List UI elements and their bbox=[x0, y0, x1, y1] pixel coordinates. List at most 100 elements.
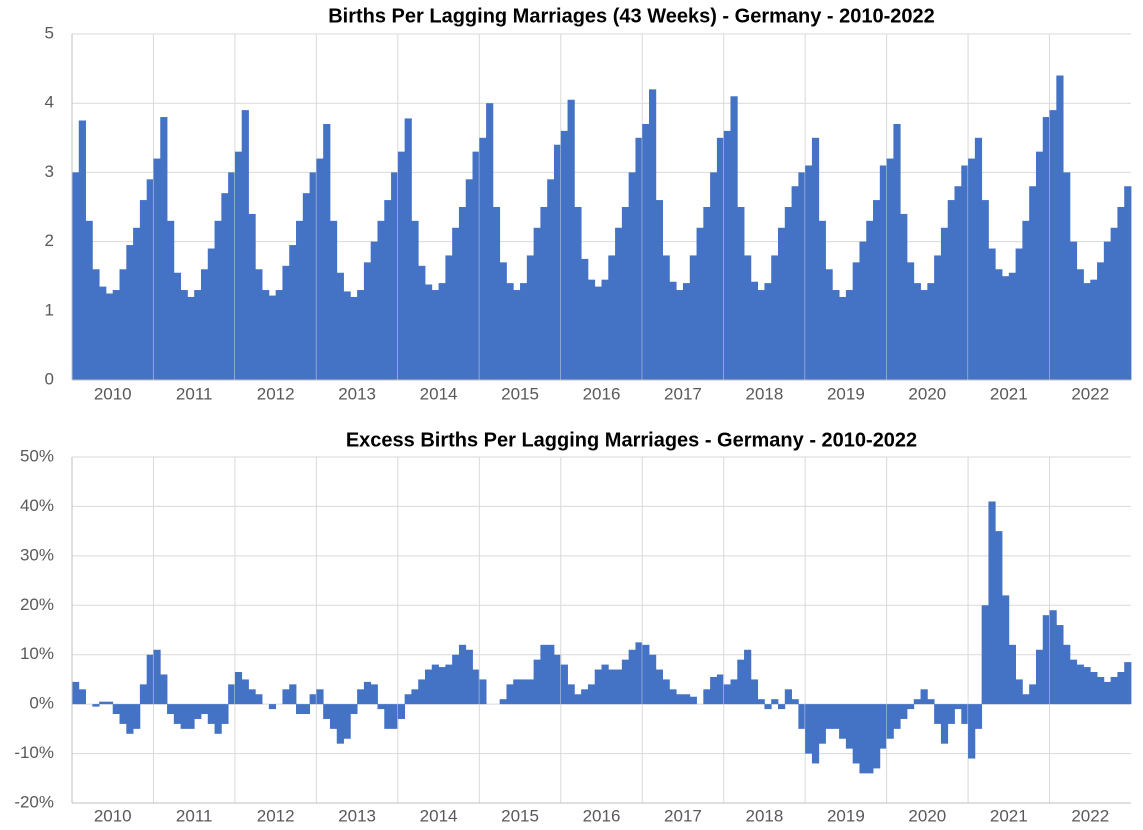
bar bbox=[234, 672, 243, 705]
bar bbox=[560, 130, 568, 380]
bar bbox=[1008, 272, 1016, 380]
bar bbox=[676, 694, 684, 705]
bar bbox=[194, 704, 202, 719]
bar bbox=[329, 220, 338, 380]
bar bbox=[1076, 664, 1084, 705]
bar bbox=[818, 220, 826, 380]
bar bbox=[499, 262, 507, 380]
bar bbox=[934, 704, 942, 724]
bar bbox=[879, 165, 888, 380]
bar bbox=[927, 283, 935, 380]
bar bbox=[540, 644, 548, 705]
bar bbox=[241, 110, 249, 381]
bar bbox=[200, 269, 209, 380]
bar bbox=[425, 284, 433, 380]
bar bbox=[112, 290, 120, 380]
x-tick-label: 2020 bbox=[908, 806, 946, 825]
bar bbox=[262, 290, 270, 380]
bar bbox=[391, 172, 399, 380]
bar bbox=[906, 704, 915, 710]
bar bbox=[1015, 248, 1023, 380]
bar bbox=[791, 699, 799, 705]
bar bbox=[200, 704, 209, 715]
bar bbox=[628, 649, 636, 705]
bar bbox=[628, 172, 636, 380]
y-tick-label: 40% bbox=[20, 496, 54, 515]
bar bbox=[357, 689, 365, 705]
bar bbox=[886, 158, 894, 380]
bar bbox=[805, 704, 813, 754]
bar bbox=[995, 269, 1003, 380]
bar bbox=[1103, 681, 1112, 705]
bar bbox=[961, 165, 969, 380]
x-tick-label: 2019 bbox=[827, 384, 865, 403]
chart-title: Excess Births Per Lagging Marriages - Ge… bbox=[346, 429, 917, 451]
bar bbox=[974, 704, 983, 729]
bar bbox=[621, 659, 630, 705]
bar bbox=[954, 704, 962, 710]
bar bbox=[873, 704, 881, 769]
bar bbox=[839, 704, 847, 739]
bar bbox=[676, 290, 684, 380]
bar bbox=[1076, 269, 1084, 380]
bar bbox=[228, 684, 236, 705]
bar bbox=[126, 704, 134, 734]
bar bbox=[886, 704, 894, 739]
x-tick-label: 2017 bbox=[664, 806, 702, 825]
bar bbox=[866, 220, 874, 380]
bar bbox=[323, 704, 331, 719]
bar bbox=[92, 269, 100, 380]
bar bbox=[167, 704, 175, 715]
bar bbox=[1022, 220, 1030, 380]
y-tick-label: 2 bbox=[45, 231, 54, 250]
bar bbox=[1035, 649, 1044, 705]
bar bbox=[1103, 241, 1112, 380]
bar bbox=[662, 255, 670, 380]
bar bbox=[309, 172, 317, 380]
bar bbox=[452, 227, 460, 380]
bar bbox=[85, 220, 93, 380]
bar bbox=[689, 696, 697, 705]
bar bbox=[438, 283, 446, 380]
bar bbox=[1083, 283, 1091, 380]
bar bbox=[336, 272, 344, 380]
y-tick-label: -10% bbox=[14, 743, 54, 762]
bar bbox=[737, 207, 745, 380]
bar bbox=[255, 269, 263, 380]
bar bbox=[906, 262, 915, 380]
bar bbox=[153, 649, 161, 705]
bar bbox=[275, 290, 283, 380]
x-tick-label: 2015 bbox=[501, 384, 539, 403]
bar bbox=[1042, 615, 1050, 705]
bar bbox=[207, 704, 215, 724]
bar bbox=[160, 117, 168, 380]
bar bbox=[574, 694, 582, 705]
bar bbox=[723, 684, 731, 705]
bar bbox=[1042, 117, 1050, 380]
bar bbox=[635, 642, 643, 705]
bar bbox=[1002, 276, 1010, 380]
x-tick-label: 2016 bbox=[583, 806, 621, 825]
bar bbox=[221, 193, 229, 380]
bar bbox=[533, 227, 541, 380]
bar bbox=[418, 265, 426, 380]
x-tick-label: 2019 bbox=[827, 806, 865, 825]
bar bbox=[384, 200, 392, 380]
bar bbox=[431, 290, 439, 380]
x-tick-label: 2011 bbox=[176, 806, 213, 825]
bar bbox=[981, 200, 989, 380]
bar bbox=[105, 701, 114, 705]
bar bbox=[1049, 610, 1057, 705]
bar bbox=[1083, 667, 1091, 705]
bar bbox=[920, 290, 928, 380]
x-tick-label: 2014 bbox=[420, 384, 458, 403]
bar bbox=[798, 172, 806, 380]
bar bbox=[418, 679, 426, 705]
x-tick-label: 2017 bbox=[664, 384, 702, 403]
bar bbox=[370, 684, 378, 705]
bar bbox=[764, 283, 772, 380]
bar bbox=[750, 679, 759, 705]
bar bbox=[560, 664, 568, 705]
bar bbox=[316, 158, 324, 380]
